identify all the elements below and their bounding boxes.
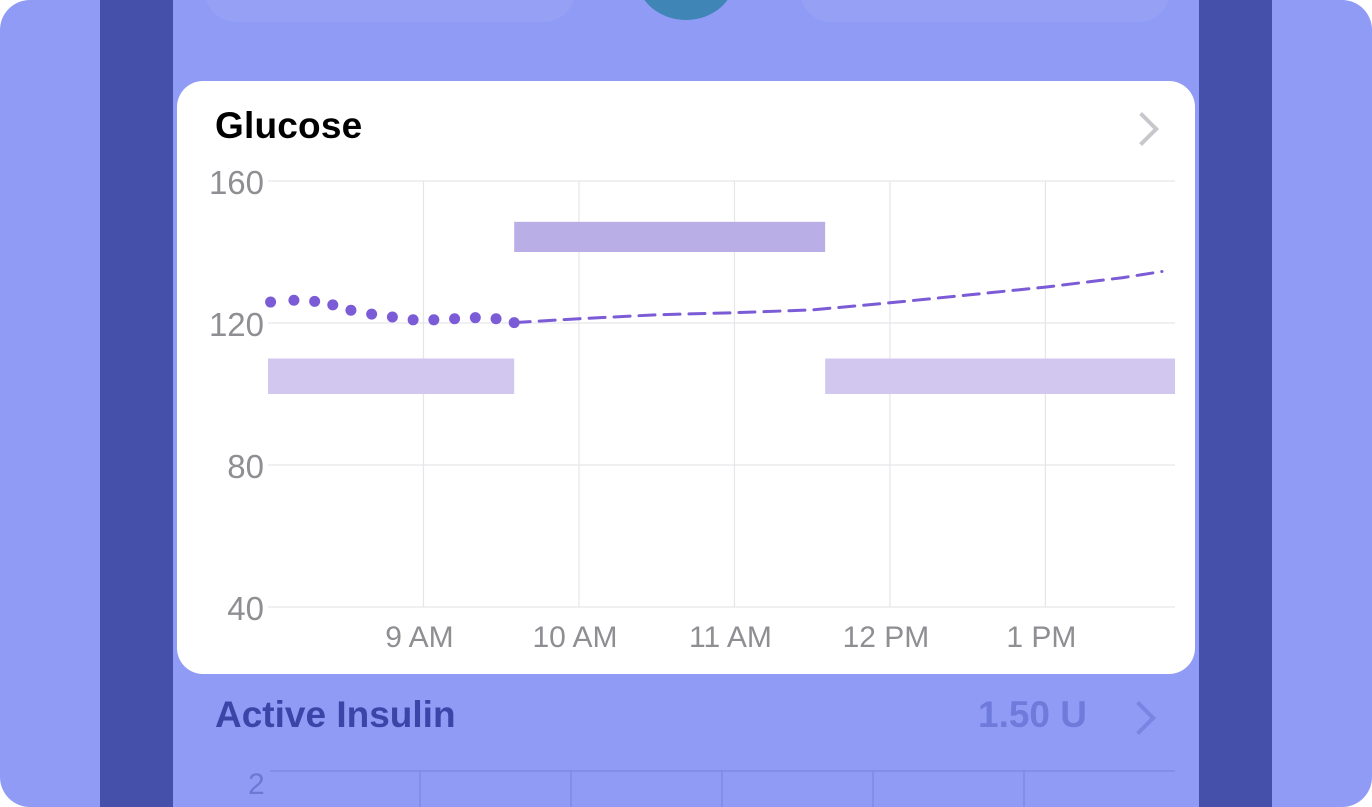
glucose-history-point (327, 299, 339, 311)
glucose-history-point (309, 295, 321, 307)
right-side-bar (1199, 0, 1272, 807)
x-tick-label: 12 PM (843, 621, 930, 654)
glucose-history-point (428, 314, 440, 326)
glucose-history-point (449, 313, 461, 325)
x-tick-label: 11 AM (689, 621, 772, 654)
target-range-band (514, 221, 826, 252)
glucose-history-point (407, 314, 419, 326)
top-left-button[interactable] (205, 0, 575, 22)
glucose-prediction-line (512, 270, 1164, 325)
glucose-history-point (490, 313, 502, 325)
y-tick-label: 120 (209, 306, 264, 343)
glucose-history-point (469, 312, 481, 324)
x-tick-label: 1 PM (1006, 621, 1076, 654)
glucose-chart: 160 120 80 40 9 AM 10 AM 11 AM 12 PM 1 PM (209, 164, 1175, 654)
active-insulin-chart-grid (270, 770, 1175, 807)
y-tick-label: 160 (209, 164, 264, 201)
y-tick-label: 80 (227, 448, 264, 485)
active-insulin-value: 1.50 U (978, 694, 1088, 735)
left-side-bar (100, 0, 173, 807)
glucose-history-point (386, 311, 398, 323)
x-tick-label: 9 AM (385, 621, 453, 654)
top-center-button[interactable] (636, 0, 736, 20)
active-insulin-chevron-icon[interactable] (1122, 701, 1156, 735)
active-insulin-y-tick: 2 (248, 768, 265, 801)
x-tick-label: 10 AM (532, 621, 617, 654)
glucose-history-point (345, 304, 357, 316)
glucose-card[interactable]: Glucose 160 120 80 40 9 AM 10 AM 11 AM 12 PM 1 P… (177, 81, 1195, 674)
active-insulin-title[interactable]: Active Insulin (215, 694, 456, 735)
target-range-band (825, 358, 1175, 394)
glucose-history-point (288, 294, 300, 306)
glucose-history-point (366, 308, 378, 320)
top-right-button[interactable] (800, 0, 1170, 22)
target-range-band (268, 358, 515, 394)
y-tick-label: 40 (227, 590, 264, 627)
glucose-history-point (265, 296, 277, 308)
glucose-card-title: Glucose (215, 105, 363, 146)
